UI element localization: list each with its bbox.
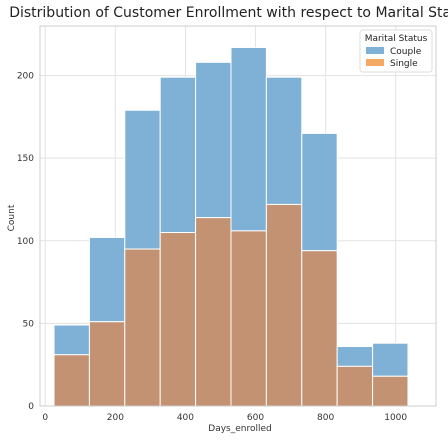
x-tick-label: 200 [107,413,124,423]
legend-label-single: Single [390,59,418,69]
bar-couple [230,46,267,232]
legend: Marital Status Couple Single [359,29,433,73]
bar-overlap [88,321,126,407]
bar-couple [336,346,374,367]
bar-overlap [159,232,197,407]
bar-overlap [230,230,267,407]
x-axis-ticks: 0 200 400 600 800 1000 [42,413,407,423]
y-tick-label: 0 [28,402,34,412]
x-tick-label: 1000 [384,413,407,423]
bar-couple [372,342,409,377]
x-tick-label: 400 [177,413,194,423]
legend-title: Marital Status [365,34,428,44]
bar-overlap [124,248,161,407]
bar-overlap [265,203,303,407]
legend-swatch-single [366,59,384,66]
y-tick-label: 150 [17,154,34,164]
bars [53,46,409,407]
bar-overlap [301,250,338,407]
bar-couple [301,132,338,252]
plot-frame [39,25,437,407]
x-axis-label: Days_enrolled [208,424,271,434]
y-tick-label: 50 [23,319,35,329]
bar-overlap [53,354,90,407]
legend-label-couple: Couple [390,47,422,57]
x-tick-label: 800 [317,413,334,423]
bar-couple [88,236,126,323]
chart-title: Distribution of Customer Enrollment with… [9,5,448,21]
bar-couple [53,324,90,356]
bar-overlap [195,217,232,407]
bar-overlap [336,365,374,407]
legend-swatch-couple [366,47,384,54]
bar-couple [124,109,161,250]
x-tick-label: 600 [247,413,264,423]
y-axis-ticks: 0 50 100 150 200 [17,72,34,412]
y-tick-label: 100 [17,237,34,247]
bar-couple [195,61,232,219]
bar-couple [265,76,303,205]
y-axis-label: Count [7,204,17,231]
bar-overlap [372,375,409,407]
y-tick-label: 200 [17,72,34,82]
x-tick-label: 0 [42,413,48,423]
bar-couple [159,76,197,234]
